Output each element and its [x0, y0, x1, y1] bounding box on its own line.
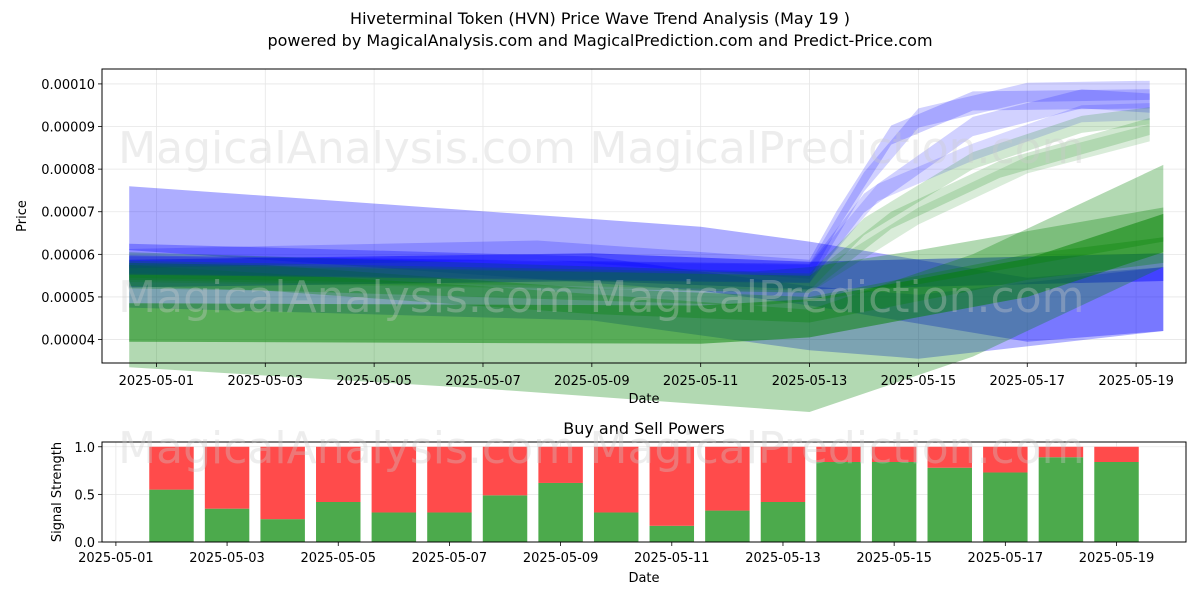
sell-bar	[927, 446, 972, 468]
bottom-y-axis-title: Signal Strength	[50, 442, 65, 542]
buy-bar	[149, 489, 194, 542]
bottom-x-tick-label: 2025-05-05	[300, 551, 376, 566]
watermark-text: MagicalAnalysis.com	[118, 423, 576, 474]
top-x-tick-label: 2025-05-01	[119, 374, 195, 389]
top-y-tick-label: 0.00010	[41, 78, 95, 93]
blue-trend-band	[129, 80, 1150, 284]
top-x-tick-label: 2025-05-15	[881, 374, 957, 389]
buy-bar	[1038, 457, 1084, 542]
buy-bar	[260, 519, 305, 542]
watermark-text: MagicalAnalysis.com	[118, 123, 576, 174]
top-y-tick-label: 0.00009	[41, 121, 95, 136]
bottom-x-tick-label: 2025-05-15	[856, 551, 932, 566]
bottom-x-axis-title: Date	[628, 571, 659, 586]
sell-bar	[1094, 446, 1139, 462]
sell-bar	[1038, 446, 1084, 458]
bottom-x-tick-label: 2025-05-01	[78, 551, 154, 566]
sell-bar	[427, 446, 472, 513]
green-trend-band	[129, 164, 1164, 412]
sell-bar	[149, 446, 194, 490]
sell-bar	[649, 446, 695, 526]
sell-bar	[204, 446, 250, 509]
sell-bar	[871, 446, 917, 462]
green-trend-band	[129, 118, 1150, 293]
buy-bar	[649, 525, 695, 542]
buy-bar	[705, 510, 750, 542]
top-y-axis-title: Price	[15, 200, 30, 232]
top-x-tick-label: 2025-05-05	[336, 374, 412, 389]
sell-bar	[983, 446, 1028, 473]
buy-bar	[816, 462, 861, 542]
buy-bar	[760, 502, 806, 542]
watermark-text: MagicalPrediction.com	[590, 123, 1085, 174]
watermark-text: MagicalPrediction.com	[590, 423, 1085, 474]
sell-bar	[316, 446, 361, 502]
sell-bar	[705, 446, 750, 511]
buy-bar	[427, 512, 472, 542]
blue-trend-band	[129, 89, 1150, 284]
bottom-x-tick-label: 2025-05-09	[523, 551, 599, 566]
bottom-y-tick-label: 0.0	[74, 536, 95, 551]
bottom-x-tick-label: 2025-05-03	[189, 551, 265, 566]
green-trend-band	[129, 107, 1150, 291]
top-x-axis-title: Date	[628, 392, 659, 407]
blue-trend-band	[129, 103, 1150, 282]
bottom-x-tick-label: 2025-05-19	[1079, 551, 1155, 566]
buy-bar	[927, 467, 972, 542]
top-y-tick-label: 0.00006	[41, 248, 95, 263]
blue-trend-band	[129, 89, 1150, 279]
watermark-text: MagicalPrediction.com	[590, 272, 1085, 323]
top-x-tick-label: 2025-05-17	[989, 374, 1065, 389]
buy-bar	[538, 482, 583, 542]
blue-trend-band	[129, 243, 1164, 359]
buy-bar	[593, 512, 639, 542]
sell-bar	[593, 446, 639, 513]
top-x-tick-label: 2025-05-13	[772, 374, 848, 389]
top-plot-frame	[101, 68, 1187, 364]
top-y-tick-label: 0.00004	[41, 334, 95, 349]
bottom-plot-frame	[101, 441, 1187, 543]
top-x-tick-label: 2025-05-07	[445, 374, 521, 389]
bottom-x-tick-label: 2025-05-11	[634, 551, 710, 566]
buy-bar	[371, 512, 417, 542]
buy-bar	[1094, 462, 1139, 542]
buy-bar	[482, 495, 528, 542]
top-x-tick-label: 2025-05-11	[663, 374, 739, 389]
blue-trend-band	[129, 253, 1164, 290]
bottom-x-tick-label: 2025-05-17	[968, 551, 1044, 566]
top-y-tick-label: 0.00005	[41, 291, 95, 306]
top-x-tick-label: 2025-05-03	[227, 374, 303, 389]
buy-bar	[316, 502, 361, 542]
sell-bar	[371, 446, 417, 513]
buy-bar	[871, 462, 917, 542]
watermark-text: MagicalAnalysis.com	[118, 272, 576, 323]
bottom-y-tick-label: 0.5	[74, 488, 95, 503]
sell-bar	[816, 446, 861, 462]
top-y-tick-label: 0.00007	[41, 206, 95, 221]
sell-bar	[760, 446, 806, 502]
green-trend-band	[129, 207, 1164, 306]
chart-title: Hiveterminal Token (HVN) Price Wave Tren…	[350, 9, 850, 28]
top-y-tick-label: 0.00008	[41, 163, 95, 178]
top-x-tick-label: 2025-05-09	[554, 374, 630, 389]
buy-bar	[204, 508, 250, 542]
buy-bar	[983, 472, 1028, 542]
chart-subtitle: powered by MagicalAnalysis.com and Magic…	[267, 31, 933, 50]
bottom-x-tick-label: 2025-05-13	[745, 551, 821, 566]
top-x-tick-label: 2025-05-19	[1098, 374, 1174, 389]
bottom-y-tick-label: 1.0	[74, 441, 95, 456]
bottom-chart-title: Buy and Sell Powers	[563, 419, 725, 438]
sell-bar	[538, 446, 583, 483]
green-trend-band	[129, 213, 1164, 344]
green-trend-band	[129, 124, 1150, 293]
bottom-x-tick-label: 2025-05-07	[412, 551, 488, 566]
sell-bar	[260, 446, 305, 520]
sell-bar	[482, 446, 528, 496]
